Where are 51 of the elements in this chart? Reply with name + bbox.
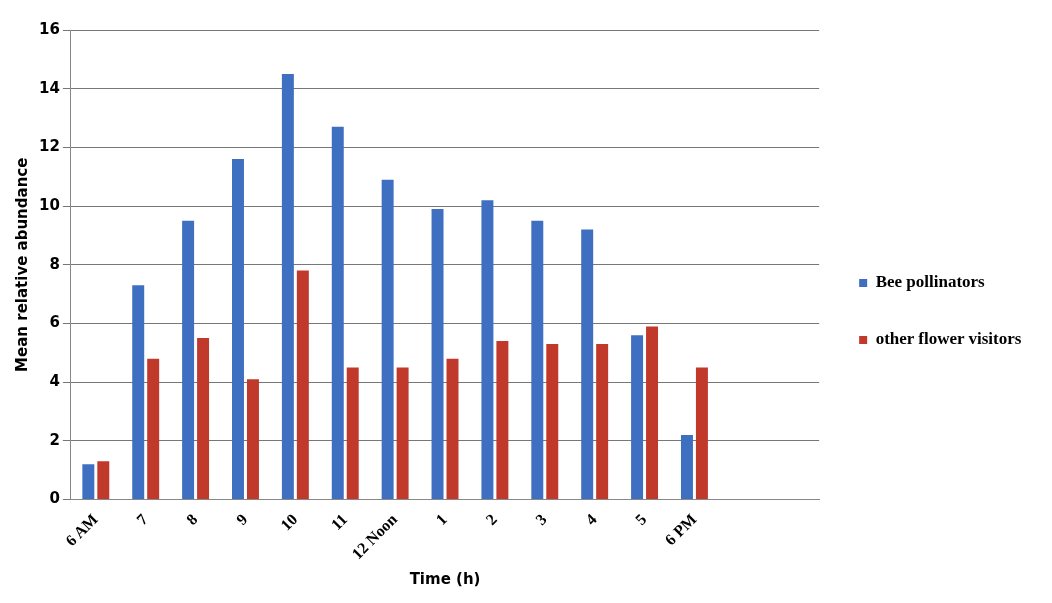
y-tick-label: 12 [39, 137, 60, 156]
y-tick-label: 14 [39, 78, 60, 97]
bar [695, 367, 708, 500]
bar [596, 343, 609, 500]
x-axis-title: Time (h) [409, 569, 481, 588]
bar [147, 358, 160, 500]
x-tick-label: 7 [133, 510, 151, 528]
bar [246, 379, 259, 500]
bar [646, 326, 659, 500]
y-tick-label: 0 [49, 489, 60, 508]
bar [631, 335, 644, 500]
x-tick-label: 8 [182, 510, 201, 528]
x-tick-label: 4 [582, 510, 600, 528]
y-axis-title: Mean relative abundance [12, 157, 31, 372]
legend-label: Bee pollinators [875, 272, 986, 292]
bar [182, 220, 195, 500]
bar [581, 229, 594, 500]
x-tick-label: 11 [327, 510, 351, 534]
bar [546, 343, 559, 500]
y-tick-label: 8 [49, 254, 60, 273]
bar [446, 358, 459, 500]
x-tick-label: 6 PM [661, 510, 700, 549]
bar [281, 74, 294, 500]
bar [232, 159, 244, 500]
y-tick-label: 6 [49, 313, 60, 332]
x-tick-label: 9 [232, 510, 251, 528]
bar [346, 367, 359, 500]
bar [531, 220, 544, 500]
bar [331, 126, 344, 500]
bar [680, 434, 693, 500]
bar [431, 209, 444, 500]
x-tick-label: 1 [432, 510, 451, 528]
x-tick-label: 2 [482, 510, 500, 528]
y-tick-label: 10 [39, 195, 60, 214]
bar [82, 464, 95, 500]
bar [197, 338, 210, 500]
x-tick-label: 3 [532, 510, 550, 528]
bar [481, 200, 494, 500]
x-tick-label: 6 AM [62, 510, 101, 550]
y-tick-label: 2 [49, 430, 60, 449]
bar [296, 270, 309, 500]
bar [132, 285, 145, 500]
bar [97, 461, 110, 500]
bar [396, 367, 409, 500]
y-tick-label: 16 [39, 19, 60, 38]
legend-label: other flower visitors [875, 329, 1022, 349]
y-tick-label: 4 [49, 372, 60, 391]
x-tick-label: 10 [277, 510, 301, 534]
bar [381, 179, 394, 500]
x-tick-label: 5 [631, 510, 650, 528]
bar [496, 341, 509, 500]
